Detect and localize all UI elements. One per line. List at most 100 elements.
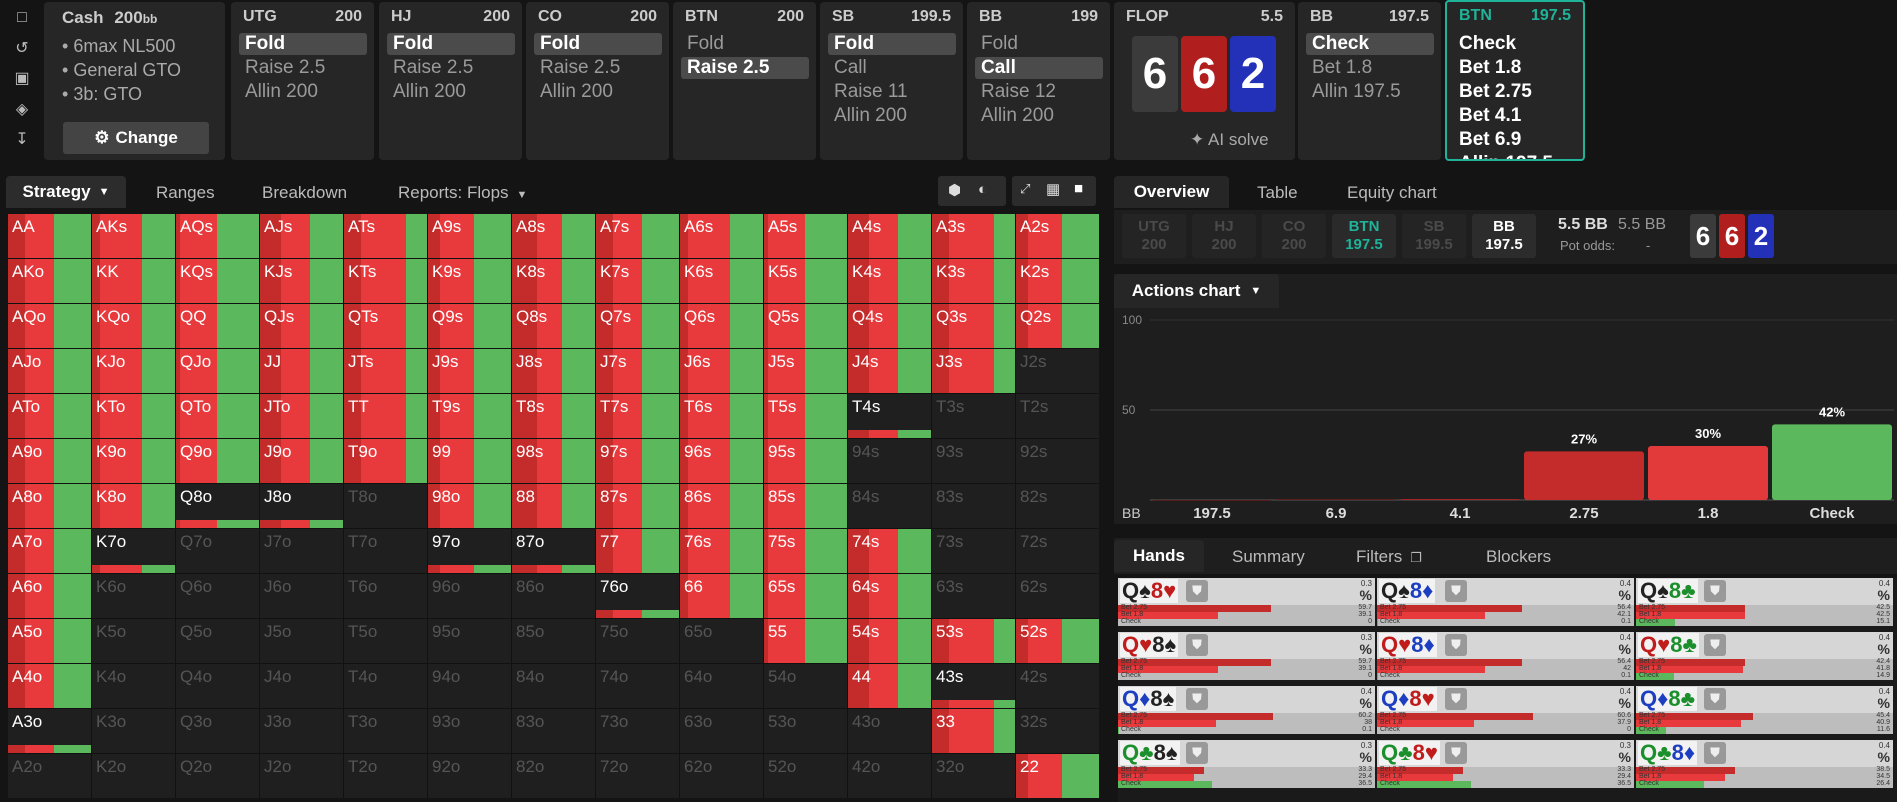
- hand-cell[interactable]: 43s: [932, 664, 1015, 708]
- hand-cell[interactable]: A3s: [932, 214, 1015, 258]
- action-item[interactable]: Raise 2.5: [681, 57, 809, 79]
- action-item[interactable]: Fold: [981, 33, 1018, 54]
- grid-icon[interactable]: ▦: [1046, 181, 1061, 198]
- seat-utg[interactable]: UTG 200: [1122, 214, 1186, 258]
- hand-cell[interactable]: J8s: [512, 349, 595, 393]
- hand-cell[interactable]: Q2o: [176, 754, 259, 798]
- hand-cell[interactable]: J8o: [260, 484, 343, 528]
- hand-cell[interactable]: J9o: [260, 439, 343, 483]
- hand-combo[interactable]: Q♦8♥ ⛊ Bet 2.75 60.6 Bet 1.8 37.9 Check 0 0.4%: [1377, 686, 1634, 734]
- hand-cell[interactable]: 42s: [1016, 664, 1099, 708]
- hand-cell[interactable]: 74s: [848, 529, 931, 573]
- action-bet-1-8[interactable]: Bet 1.8: [1312, 57, 1373, 78]
- tab-blockers[interactable]: Blockers: [1486, 547, 1552, 566]
- hand-combo[interactable]: Q♣8♥ ⛊ Bet 2.75 33.3 Bet 1.8 29.4 Check 36.5 0.3…: [1377, 740, 1634, 788]
- hand-cell[interactable]: 22: [1016, 754, 1099, 798]
- hand-cell[interactable]: A2o: [8, 754, 91, 798]
- action-item[interactable]: Fold: [534, 33, 662, 55]
- hand-cell[interactable]: 64s: [848, 574, 931, 618]
- hand-cell[interactable]: 87s: [596, 484, 679, 528]
- hand-cell[interactable]: 94o: [428, 664, 511, 708]
- hand-cell[interactable]: 82o: [512, 754, 595, 798]
- hand-cell[interactable]: 65o: [680, 619, 763, 663]
- hand-combo[interactable]: Q♣8♦ ⛊ Bet 2.75 38.5 Bet 1.8 34.5 Check 26.4 0.4…: [1636, 740, 1893, 788]
- hand-cell[interactable]: 53o: [764, 709, 847, 753]
- hand-cell[interactable]: 43o: [848, 709, 931, 753]
- hand-cell[interactable]: K9o: [92, 439, 175, 483]
- action-item[interactable]: Call: [834, 57, 867, 78]
- hand-cell[interactable]: 72o: [596, 754, 679, 798]
- hand-cell[interactable]: 62o: [680, 754, 763, 798]
- action-item[interactable]: Fold: [239, 33, 367, 55]
- hand-cell[interactable]: T9s: [428, 394, 511, 438]
- hand-cell[interactable]: 32o: [932, 754, 1015, 798]
- action-item[interactable]: Fold: [828, 33, 956, 55]
- hand-cell[interactable]: 96o: [428, 574, 511, 618]
- tab-ranges[interactable]: Ranges: [156, 183, 215, 202]
- hand-cell[interactable]: K2o: [92, 754, 175, 798]
- hand-cell[interactable]: J2o: [260, 754, 343, 798]
- tab-strategy[interactable]: Strategy ▼: [6, 176, 126, 208]
- hand-cell[interactable]: KJo: [92, 349, 175, 393]
- hand-cell[interactable]: ATs: [344, 214, 427, 258]
- hand-cell[interactable]: T4o: [344, 664, 427, 708]
- hand-cell[interactable]: K8s: [512, 259, 595, 303]
- hand-cell[interactable]: AA: [8, 214, 91, 258]
- hand-cell[interactable]: Q8o: [176, 484, 259, 528]
- hand-cell[interactable]: AKo: [8, 259, 91, 303]
- hand-cell[interactable]: T6s: [680, 394, 763, 438]
- action-item[interactable]: Allin 200: [834, 105, 907, 126]
- shield-icon[interactable]: ⛊: [1186, 688, 1208, 710]
- hand-cell[interactable]: 84s: [848, 484, 931, 528]
- action-item[interactable]: Fold: [687, 33, 724, 54]
- hand-cell[interactable]: 88: [512, 484, 595, 528]
- hand-cell[interactable]: T9o: [344, 439, 427, 483]
- action-check[interactable]: Check: [1306, 33, 1434, 55]
- hand-cell[interactable]: 93s: [932, 439, 1015, 483]
- hand-cell[interactable]: Q6o: [176, 574, 259, 618]
- hand-cell[interactable]: T8o: [344, 484, 427, 528]
- hand-cell[interactable]: 63o: [680, 709, 763, 753]
- hand-cell[interactable]: A9o: [8, 439, 91, 483]
- compress-icon[interactable]: ⤢: [1020, 181, 1031, 196]
- hand-cell[interactable]: 92s: [1016, 439, 1099, 483]
- hand-cell[interactable]: K4o: [92, 664, 175, 708]
- hand-cell[interactable]: Q2s: [1016, 304, 1099, 348]
- hand-cell[interactable]: T3o: [344, 709, 427, 753]
- hand-cell[interactable]: KJs: [260, 259, 343, 303]
- hand-cell[interactable]: Q9o: [176, 439, 259, 483]
- hand-cell[interactable]: T2o: [344, 754, 427, 798]
- hand-cell[interactable]: A2s: [1016, 214, 1099, 258]
- hand-cell[interactable]: 84o: [512, 664, 595, 708]
- gamepad-icon[interactable]: ◈: [15, 101, 29, 118]
- hand-cell[interactable]: 66: [680, 574, 763, 618]
- seat-sb[interactable]: SB 199.5: [1402, 214, 1466, 258]
- hand-cell[interactable]: 94s: [848, 439, 931, 483]
- shield-icon[interactable]: ⛊: [1186, 580, 1208, 602]
- hand-cell[interactable]: 86s: [680, 484, 763, 528]
- seat-hj[interactable]: HJ 200: [1192, 214, 1256, 258]
- hand-cell[interactable]: Q7s: [596, 304, 679, 348]
- hand-cell[interactable]: 75o: [596, 619, 679, 663]
- hand-cell[interactable]: J6s: [680, 349, 763, 393]
- tab-filters[interactable]: Filters ❐: [1356, 547, 1422, 566]
- hand-cell[interactable]: KQs: [176, 259, 259, 303]
- hand-combo[interactable]: Q♠8♥ ⛊ Bet 2.75 59.7 Bet 1.8 39.1 Check 0 0.3%: [1118, 578, 1375, 626]
- hand-cell[interactable]: K9s: [428, 259, 511, 303]
- action-bet-6-9[interactable]: Bet 6.9: [1459, 129, 1522, 150]
- seat-co[interactable]: CO 200: [1262, 214, 1326, 258]
- hand-combo[interactable]: Q♦8♠ ⛊ Bet 2.75 60.2 Bet 1.8 38 Check 0.1 0.4%: [1118, 686, 1375, 734]
- history-icon[interactable]: ↺: [15, 40, 29, 57]
- shield-icon[interactable]: ⛊: [1445, 742, 1467, 764]
- hand-cell[interactable]: 75s: [764, 529, 847, 573]
- hand-cell[interactable]: Q3s: [932, 304, 1015, 348]
- hand-cell[interactable]: 98s: [512, 439, 595, 483]
- bookmark-icon[interactable]: □: [17, 9, 27, 26]
- hand-cell[interactable]: 95o: [428, 619, 511, 663]
- hand-cell[interactable]: A8o: [8, 484, 91, 528]
- hand-combo[interactable]: Q♦8♣ ⛊ Bet 2.75 45.4 Bet 1.8 40.9 Check 11.6 0.4…: [1636, 686, 1893, 734]
- hand-cell[interactable]: K7s: [596, 259, 679, 303]
- hand-cell[interactable]: A6s: [680, 214, 763, 258]
- shield-icon[interactable]: ⛊: [1186, 634, 1208, 656]
- hand-cell[interactable]: ATo: [8, 394, 91, 438]
